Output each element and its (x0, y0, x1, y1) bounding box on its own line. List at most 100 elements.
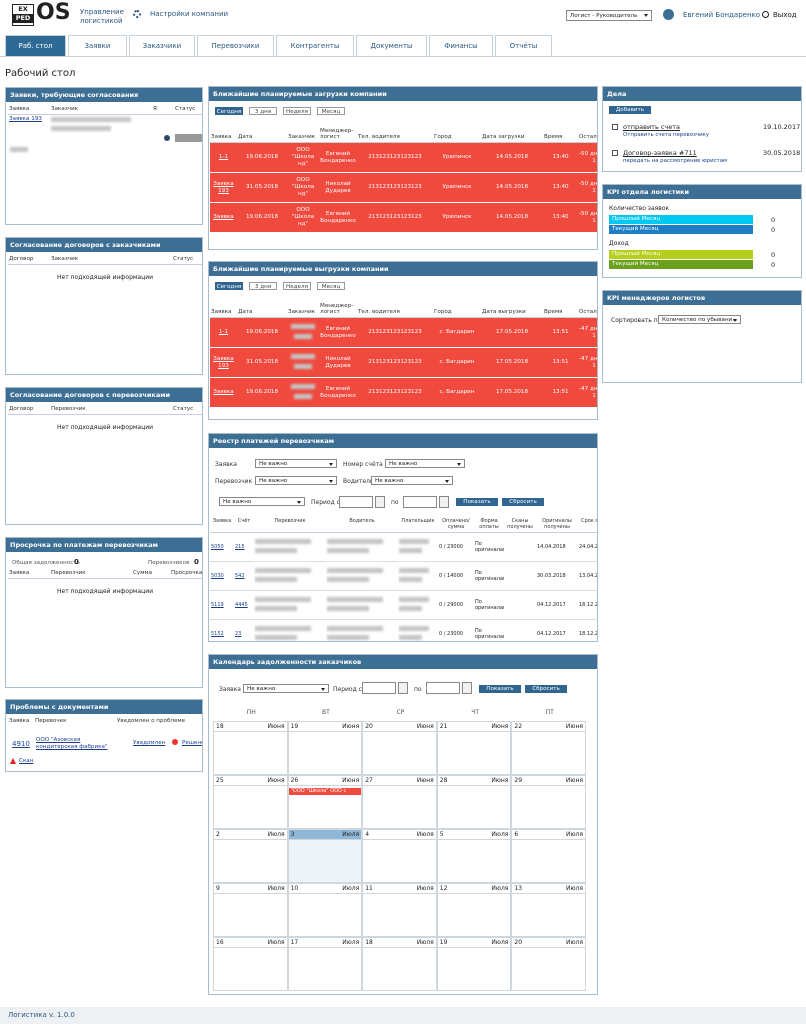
doc-request[interactable]: 4910 (12, 740, 30, 748)
reset-button[interactable]: Сбросить (525, 685, 567, 693)
cell-text[interactable]: 1-1 (218, 154, 229, 160)
blurred-text (399, 539, 430, 544)
nav-tab[interactable]: Финансы (429, 35, 493, 56)
period-button[interactable]: Сегодня (215, 282, 243, 290)
table-cell: Заявка 193 (210, 348, 237, 378)
cell-text[interactable]: 5152 (211, 631, 224, 637)
doc-resolved[interactable]: Решено (182, 740, 203, 746)
date-input[interactable] (339, 496, 373, 508)
period-button[interactable]: Месяц (317, 107, 345, 115)
date-input[interactable] (362, 682, 396, 694)
day-month: Июня (416, 777, 434, 784)
logo-main: OS (36, 0, 71, 25)
day-header: 12 Июля (437, 884, 511, 894)
role-select[interactable]: Логист - Руководитель (566, 10, 652, 21)
day-number: 21 (439, 723, 448, 730)
cell-text: 18.12.2017 (579, 631, 598, 637)
calendar-button[interactable] (398, 682, 408, 694)
nav-tab[interactable]: Контрагенты (276, 35, 354, 56)
nav-tab[interactable]: Документы (356, 35, 427, 56)
cell-text: 17.05.2018 (495, 359, 529, 365)
date-input[interactable] (403, 496, 437, 508)
period-button[interactable]: 3 дня (249, 282, 277, 290)
cell-text[interactable]: Заявка 193 (213, 180, 234, 194)
cell-text: Евгений Бондаренко (320, 150, 356, 164)
filter-select[interactable]: Не важно (255, 459, 337, 468)
filter-select[interactable]: Не важно (371, 476, 453, 485)
filter-label: Заявка (219, 686, 241, 693)
cell-text[interactable]: Заявка 193 (213, 355, 234, 369)
cell-text[interactable]: Заявка 193 (9, 116, 42, 122)
cell-text[interactable]: 1-1 (218, 329, 229, 335)
day-number: 18 (216, 723, 224, 730)
column-header: Оплачено/ сумма (438, 516, 474, 533)
panel-title: Проблемы с документами (6, 700, 202, 714)
cell-text[interactable]: 5030 (211, 573, 224, 579)
filter-select[interactable]: Не важно (255, 476, 337, 485)
period-button[interactable]: Неделя (283, 282, 311, 290)
period-button[interactable]: Месяц (317, 282, 345, 290)
period-button[interactable]: 3 дня (249, 107, 277, 115)
cell-text[interactable]: 23 (235, 631, 242, 637)
show-button[interactable]: Показать (456, 498, 498, 506)
task-title[interactable]: отправить счета (623, 123, 681, 131)
settings-icon[interactable] (133, 10, 141, 18)
filter-select[interactable]: Не важно (243, 684, 329, 693)
cell-text: 213123123123123 (368, 184, 422, 190)
settings-link[interactable]: Настройки компании (150, 10, 229, 18)
calendar-button[interactable] (439, 496, 449, 508)
table-cell: -50 дней 2 ч 1 м (578, 143, 597, 173)
nav-tab[interactable]: Заказчики (129, 35, 195, 56)
weekday: ВТ (322, 709, 330, 716)
doc-carrier[interactable]: ООО "Азовская кондитерская фабрика" (36, 737, 108, 750)
day-number: 22 (514, 723, 523, 730)
cell-text[interactable]: 4445 (235, 602, 248, 608)
doc-notified[interactable]: Уведомлен (133, 740, 166, 746)
task-title[interactable]: Договор-заявка #711 (623, 149, 697, 157)
nav-tab[interactable]: Отчёты (495, 35, 552, 56)
checkbox[interactable] (612, 124, 618, 130)
day-number: 6 (514, 831, 519, 838)
cell-text[interactable]: 542 (235, 573, 245, 579)
header-row: Заявка Дата Заказчик Менеджер-логист Тел. во… (210, 295, 597, 318)
cell-text[interactable]: 5119 (211, 602, 224, 608)
reset-button[interactable]: Сбросить (502, 498, 544, 506)
cell-text[interactable]: 215 (235, 544, 245, 550)
nav-tab[interactable]: Перевозчики (197, 35, 274, 56)
add-button[interactable]: Добавить (609, 106, 651, 114)
cell-text[interactable]: 5050 (211, 544, 224, 550)
day-month: Июня (491, 777, 509, 784)
column-header: Плательщик (398, 516, 438, 533)
nav-tab[interactable]: Заявки (68, 35, 127, 56)
show-button[interactable]: Показать (479, 685, 521, 693)
calendar-button[interactable] (462, 682, 472, 694)
nav-tab[interactable]: Раб. стол (5, 35, 66, 56)
filter-select[interactable]: Не важно (219, 497, 305, 506)
logout-link[interactable]: Выход (773, 11, 797, 19)
cell-text[interactable]: Заявка (213, 214, 234, 220)
panel: Ближайшие планируемые выгрузки компании С… (208, 261, 598, 420)
table-cell: 1-1 (210, 143, 237, 173)
day-header: 19 Июня (288, 722, 362, 732)
checkbox[interactable] (612, 150, 618, 156)
user-name[interactable]: Евгений Бондаренко (683, 11, 761, 19)
calendar-button[interactable] (375, 496, 385, 508)
cell-text: 14.04.2018 (537, 544, 566, 550)
logo-bottom: PED (13, 14, 33, 23)
table-cell (326, 533, 398, 562)
date-input[interactable] (426, 682, 460, 694)
doc-scan[interactable]: Скан (19, 758, 34, 764)
kpi-value: 0 (771, 216, 776, 224)
table-cell: 19.06.2018 (237, 318, 287, 348)
calendar-day: 2 Июля (213, 829, 288, 883)
calendar-day: 19 Июня (287, 721, 363, 775)
day-header: 9 Июля (214, 884, 287, 894)
filter-select[interactable]: Не важно (385, 459, 465, 468)
sort-select[interactable]: Количество по убывани... (658, 315, 741, 324)
calendar-event[interactable]: "ООО "Школа" ООО с (288, 788, 362, 795)
period-button[interactable]: Сегодня (215, 107, 243, 115)
calendar-day: 16 Июля (213, 937, 288, 991)
panel: Проблемы с документами Заявка Перевочек Уве… (5, 699, 203, 772)
period-button[interactable]: Неделя (283, 107, 311, 115)
cell-text[interactable]: Заявка (213, 389, 234, 395)
